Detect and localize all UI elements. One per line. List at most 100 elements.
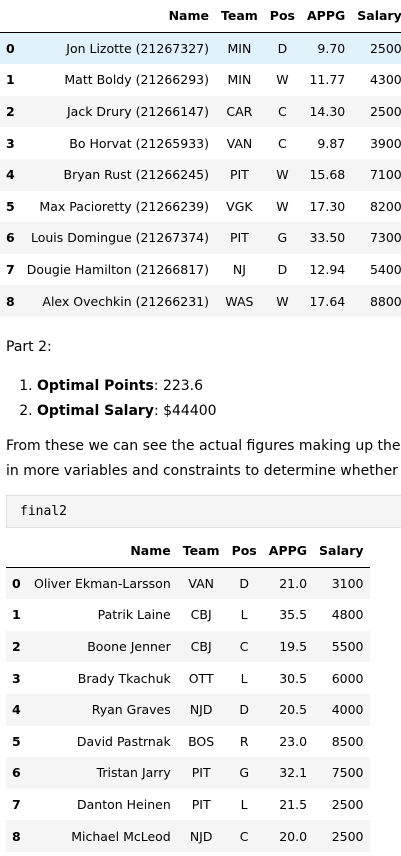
cell-pos: R: [239, 733, 249, 749]
cell-pos: L: [240, 797, 248, 813]
cell-team: CBJ: [190, 639, 212, 655]
result-label: Optimal Salary: [37, 403, 154, 419]
cell-name: Max Pacioretty (21266239): [39, 198, 209, 214]
cell-salary: 4300: [369, 72, 401, 88]
table-row: 4 Ryan Graves NJD D 20.5 4000: [6, 693, 370, 726]
cell-team: VAN: [226, 135, 253, 151]
table-row: 1 Patrik Laine CBJ L 35.5 4800: [6, 599, 370, 631]
cell-name: Boone Jenner: [87, 639, 171, 655]
column-header-appg: APPG: [262, 535, 314, 568]
index-header: [0, 0, 21, 33]
cell-team: CAR: [226, 104, 253, 120]
cell-appg: 23.0: [279, 733, 308, 749]
cell-salary: 7300: [369, 230, 401, 246]
cell-pos: G: [239, 765, 249, 781]
cell-salary: 7500: [331, 765, 364, 781]
cell-team: WAS: [225, 293, 254, 309]
cell-name: Michael McLeod: [71, 828, 171, 844]
column-header-name: Name: [28, 535, 177, 568]
cell-pos: D: [239, 575, 249, 591]
table-row: 8 Alex Ovechkin (21266231) WAS W 17.64 8…: [0, 285, 401, 317]
cell-name: Dougie Hamilton (21266817): [26, 262, 209, 278]
table-row: 3 Brady Tkachuk OTT L 30.5 6000: [6, 662, 370, 694]
cell-salary: 7100: [369, 167, 401, 183]
table-body: 0 Jon Lizotte (21267327) MIN D 9.70 2500…: [0, 32, 401, 317]
row-index: 6: [12, 765, 21, 781]
cell-appg: 21.5: [279, 797, 308, 813]
row-index: 2: [6, 104, 15, 120]
row-index: 1: [6, 72, 15, 88]
cell-salary: 3100: [331, 575, 364, 591]
cell-pos: L: [240, 670, 248, 686]
cell-name: Bryan Rust (21266245): [63, 167, 209, 183]
column-header-pos: Pos: [263, 0, 301, 33]
column-header-appg: APPG: [301, 0, 352, 33]
cell-team: VAN: [188, 575, 214, 591]
cell-pos: G: [277, 230, 288, 246]
table-row: 1 Matt Boldy (21266293) MIN W 11.77 4300: [0, 64, 401, 96]
cell-appg: 11.77: [309, 72, 346, 88]
code-cell[interactable]: final2: [6, 495, 401, 528]
table-row: 7 Danton Heinen PIT L 21.5 2500: [6, 788, 370, 821]
cell-team: BOS: [188, 733, 215, 749]
column-header-salary: Salary: [313, 535, 370, 568]
cell-pos: C: [239, 828, 249, 844]
cell-name: Tristan Jarry: [96, 765, 171, 781]
cell-salary: 2500: [331, 797, 364, 813]
cell-salary: 2500: [331, 828, 364, 844]
cell-team: MIN: [227, 40, 252, 56]
cell-pos: D: [277, 40, 288, 56]
row-index: 5: [12, 733, 21, 749]
result-value: : 223.6: [153, 378, 204, 394]
cell-pos: D: [239, 702, 249, 718]
cell-pos: L: [240, 607, 248, 623]
table-body: 0 Oliver Ekman-Larsson VAN D 21.0 3100 1…: [6, 567, 370, 852]
cell-salary: 8800: [369, 293, 401, 309]
cell-name: Matt Boldy (21266293): [64, 72, 209, 88]
table-row: 4 Bryan Rust (21266245) PIT W 15.68 7100: [0, 158, 401, 191]
cell-name: Danton Heinen: [77, 797, 171, 813]
cell-appg: 30.5: [279, 670, 308, 686]
cell-name: Bo Horvat (21265933): [69, 135, 209, 151]
cell-appg: 19.5: [279, 639, 308, 655]
cell-team: PIT: [191, 797, 211, 813]
cell-salary: 8200: [369, 198, 401, 214]
cell-appg: 9.70: [317, 40, 346, 56]
row-index: 3: [6, 135, 15, 151]
cell-appg: 14.30: [309, 104, 346, 120]
cell-salary: 2500: [369, 40, 401, 56]
row-index: 1: [12, 607, 21, 623]
cell-pos: W: [276, 293, 289, 309]
column-header-team: Team: [214, 0, 264, 33]
cell-salary: 2500: [369, 104, 401, 120]
results-list: Optimal Points: 223.6 Optimal Salary: $4…: [6, 374, 217, 424]
result-value: : $44400: [153, 403, 217, 419]
cell-team: PIT: [229, 230, 249, 246]
row-index: 7: [6, 262, 15, 278]
row-index: 8: [12, 828, 21, 844]
cell-team: NJD: [189, 702, 213, 718]
table-row: 6 Louis Domingue (21267374) PIT G 33.50 …: [0, 222, 401, 254]
row-index: 4: [12, 702, 21, 718]
cell-team: NJ: [232, 262, 246, 278]
cell-name: Louis Domingue (21267374): [30, 230, 209, 246]
cell-appg: 32.1: [279, 765, 308, 781]
cell-team: NJD: [189, 828, 213, 844]
table-row: 8 Michael McLeod NJD C 20.0 2500: [6, 820, 370, 852]
cell-appg: 15.68: [309, 167, 346, 183]
cell-salary: 4800: [331, 607, 364, 623]
row-index: 8: [6, 293, 15, 309]
index-header: [6, 535, 28, 568]
cell-salary: 5400: [369, 262, 401, 278]
cell-appg: 9.87: [317, 135, 346, 151]
table-row: 2 Boone Jenner CBJ C 19.5 5500: [6, 630, 370, 663]
prose-line: From these we can see the actual figures…: [6, 438, 401, 454]
row-index: 7: [12, 797, 21, 813]
result-label: Optimal Points: [37, 378, 154, 394]
cell-pos: C: [278, 135, 287, 151]
cell-salary: 3900: [369, 135, 401, 151]
prose-paragraph: From these we can see the actual figures…: [6, 434, 401, 484]
table-row: 5 David Pastrnak BOS R 23.0 8500: [6, 725, 370, 758]
cell-pos: W: [276, 167, 289, 183]
cell-appg: 35.5: [279, 607, 308, 623]
